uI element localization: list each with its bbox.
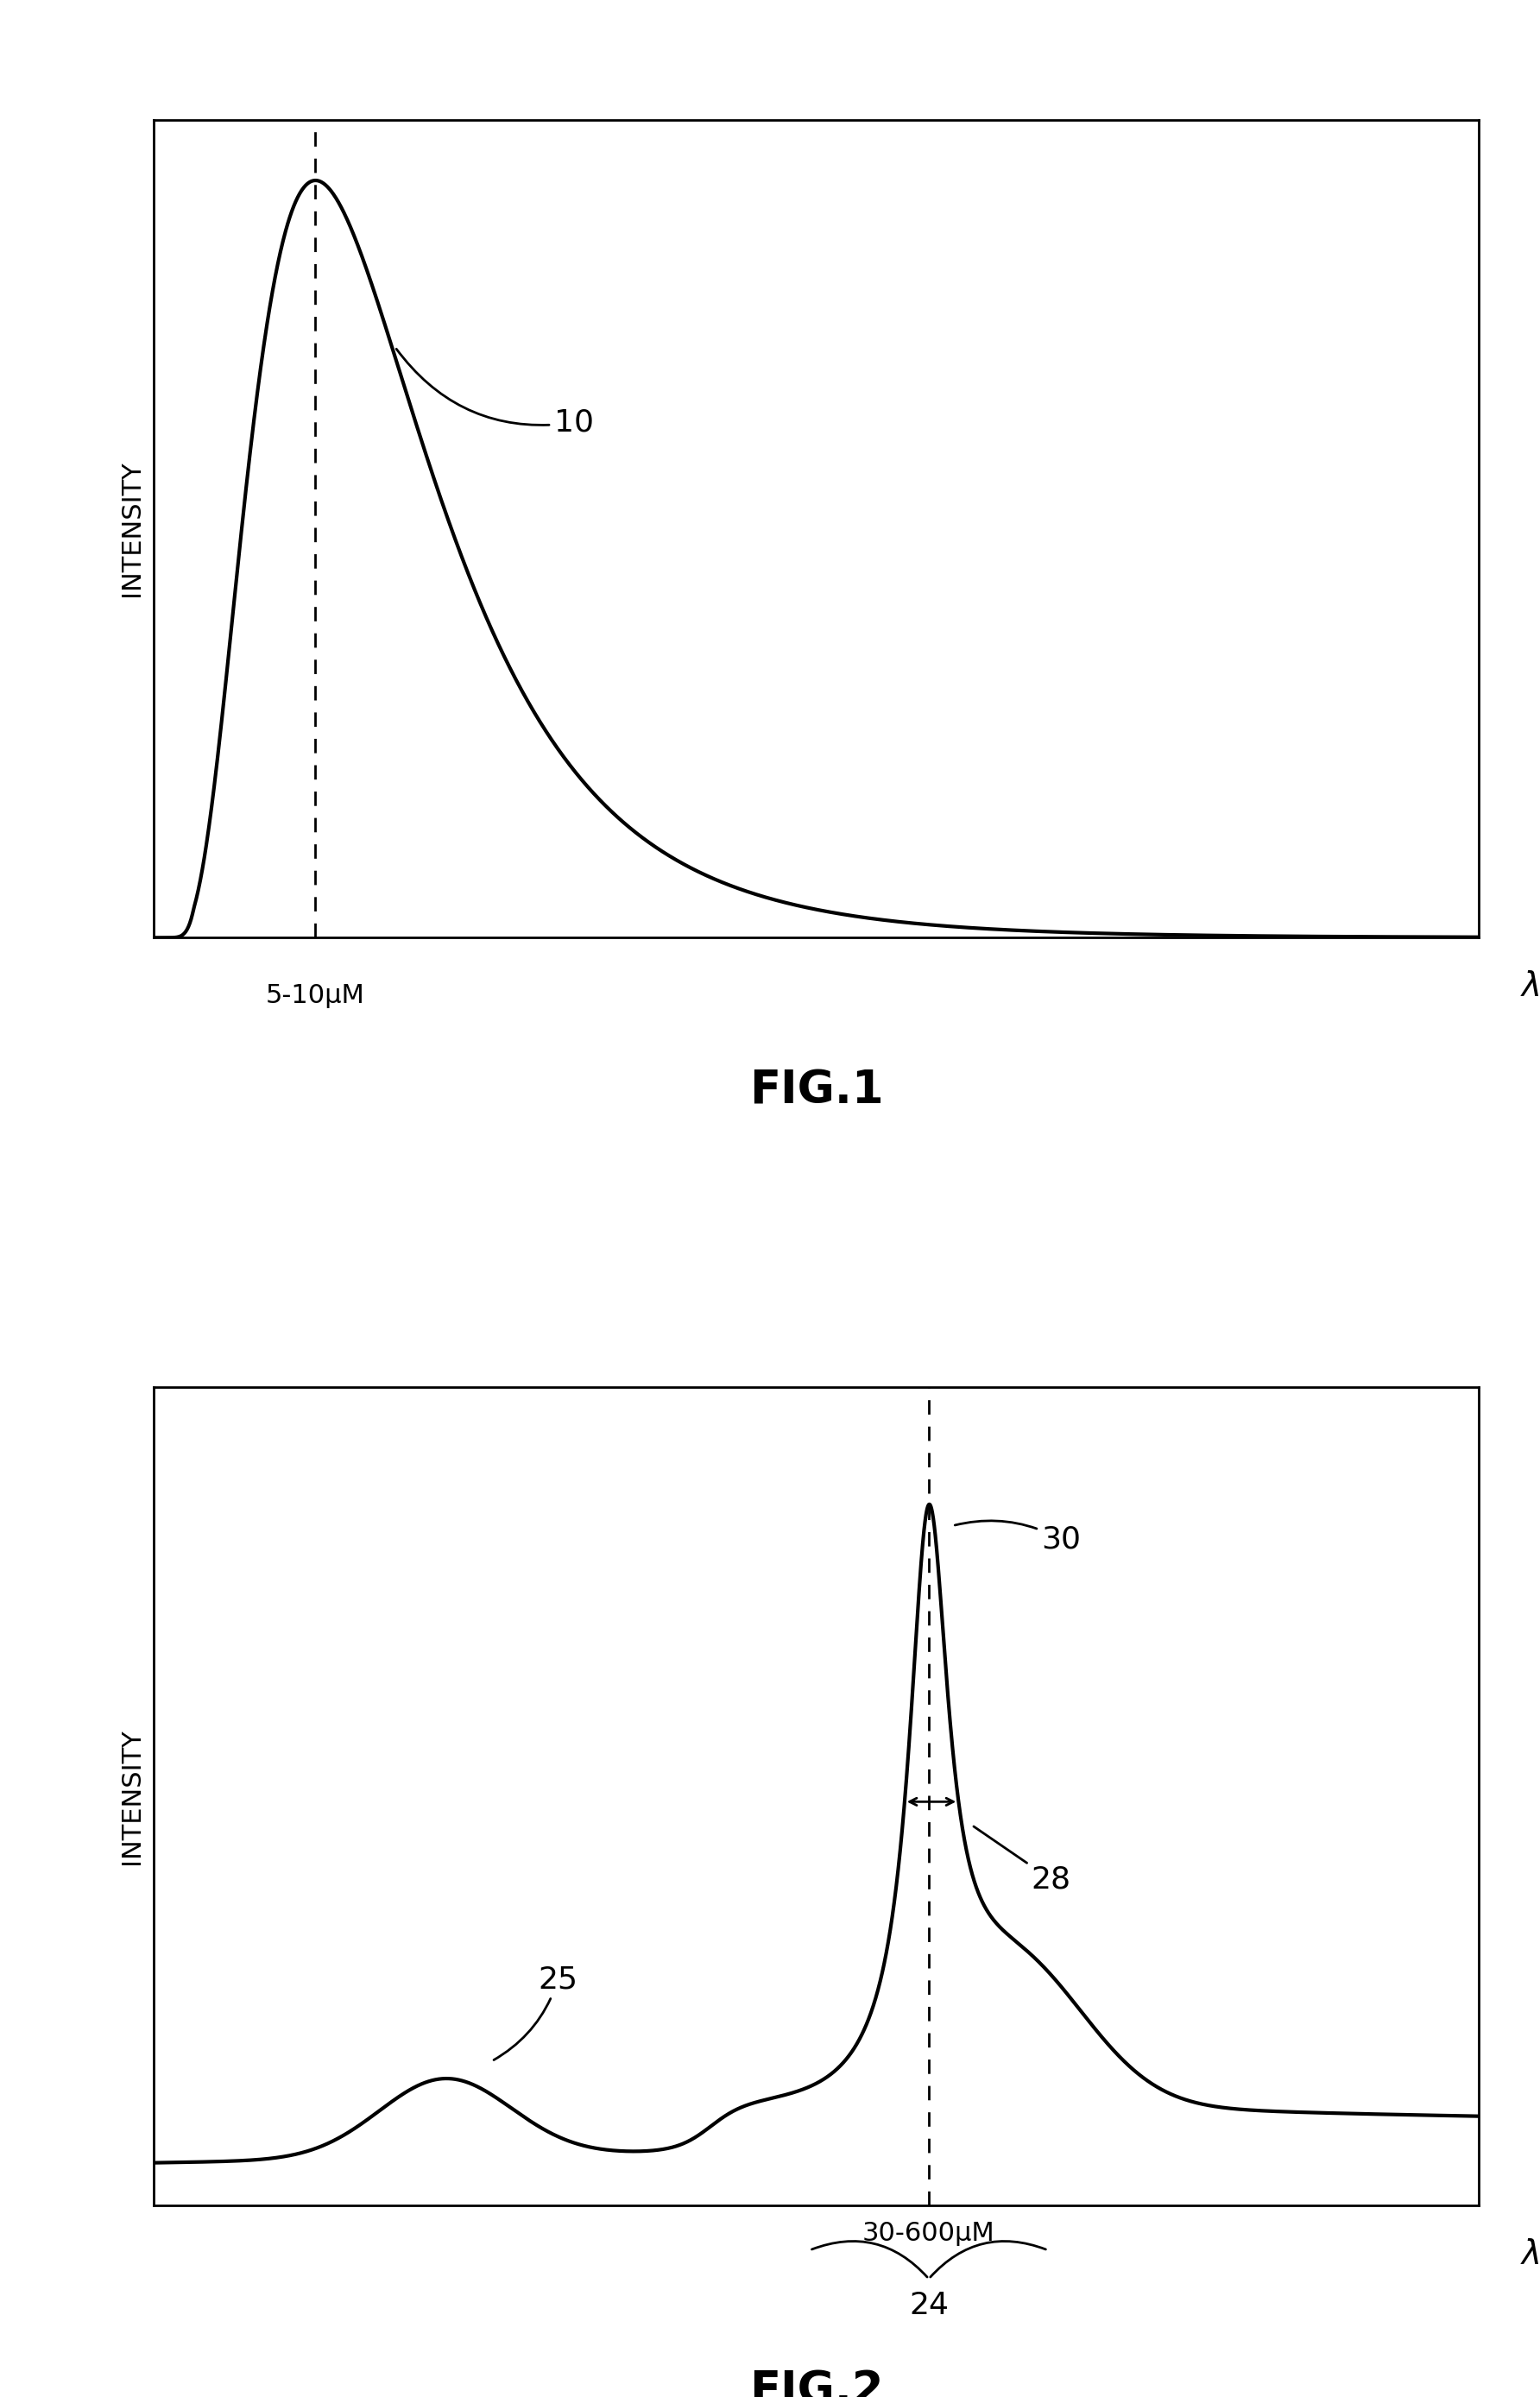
Text: λ: λ — [1522, 971, 1540, 1004]
Y-axis label: INTENSITY: INTENSITY — [120, 460, 145, 597]
Text: 10: 10 — [396, 350, 593, 436]
Text: λ: λ — [1522, 2239, 1540, 2270]
Text: FIG.2: FIG.2 — [748, 2368, 884, 2397]
Text: 5-10μM: 5-10μM — [266, 983, 365, 1009]
Text: 25: 25 — [494, 1966, 578, 2059]
Text: FIG.1: FIG.1 — [748, 1069, 884, 1112]
Text: 30: 30 — [955, 1520, 1081, 1553]
Text: 24: 24 — [909, 2292, 949, 2320]
Text: 30-600μM: 30-600μM — [862, 2222, 995, 2246]
Y-axis label: INTENSITY: INTENSITY — [120, 1728, 145, 1865]
Text: 28: 28 — [973, 1827, 1072, 1894]
